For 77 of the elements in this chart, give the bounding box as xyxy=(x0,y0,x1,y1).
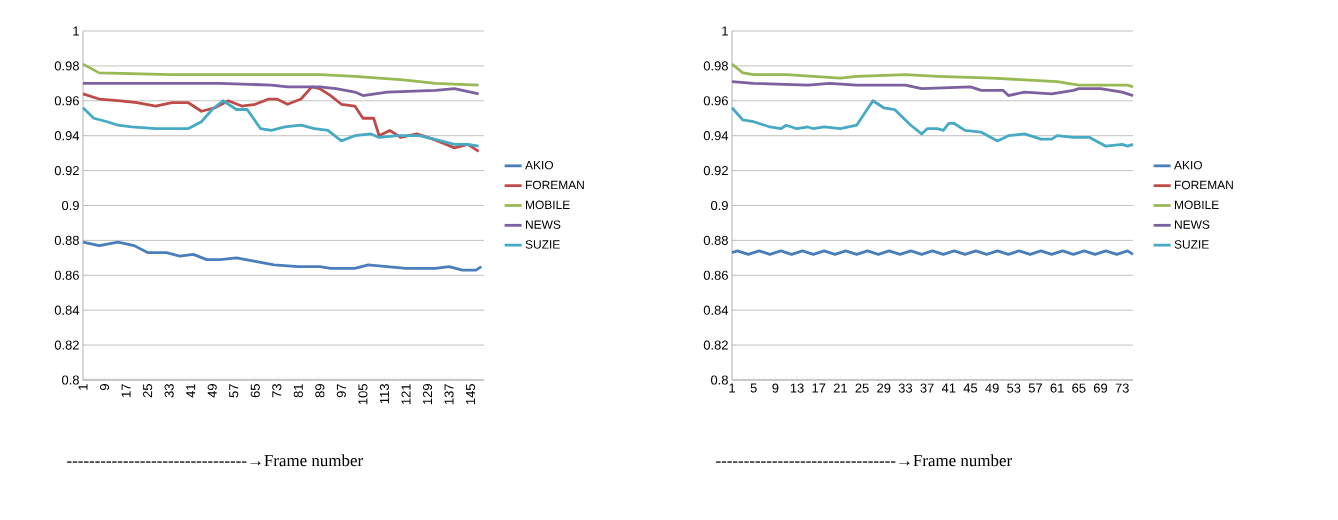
x-tick-label: 33 xyxy=(898,383,913,393)
text: --------------------------------→Frame number xyxy=(67,454,363,467)
line-series xyxy=(81,99,481,148)
x-tick-label: 49 xyxy=(207,384,217,398)
x-tick-label: 73 xyxy=(1115,383,1129,393)
y-tick-label: 0.92 xyxy=(54,166,79,176)
y-tick-label: 0.9 xyxy=(61,200,79,211)
y-tick-label: 0.94 xyxy=(54,131,80,141)
x-tick-label: 97 xyxy=(336,384,346,398)
legend-label: AKIO xyxy=(1174,160,1203,170)
x-tick-label: 121 xyxy=(401,384,411,405)
x-tick-label: 113 xyxy=(379,384,390,404)
y-tick-label: 0.96 xyxy=(54,96,79,106)
legend-label: SUZIE xyxy=(525,240,560,249)
x-tick-label: 25 xyxy=(855,383,869,393)
x-tick-label: 17 xyxy=(121,384,131,397)
line-series xyxy=(730,80,1135,97)
x-tick-label: 25 xyxy=(143,384,153,398)
x-tick-label: 1 xyxy=(78,384,88,390)
line-series xyxy=(81,62,481,87)
x-tick-label: 21 xyxy=(833,383,847,393)
x-tick-label: 5 xyxy=(750,383,757,393)
y-tick-label: 0.84 xyxy=(703,305,729,315)
legend-label: AKIO xyxy=(525,160,554,170)
x-tick-label: 145 xyxy=(466,384,476,405)
line-series xyxy=(81,240,483,272)
x-tick-label: 65 xyxy=(1072,383,1086,393)
y-tick-label: 0.98 xyxy=(54,61,79,71)
y-tick-label: 0.86 xyxy=(703,270,728,280)
x-tick-label: 57 xyxy=(229,384,239,398)
x-tick-label: 37 xyxy=(920,383,934,393)
x-tick-label: 41 xyxy=(186,384,196,398)
x-tick-label: 9 xyxy=(772,383,779,393)
y-tick-label: 1 xyxy=(73,26,79,36)
y-tick-label: 1 xyxy=(722,26,728,36)
legend-label: MOBILE xyxy=(1175,200,1219,210)
legend-label: MOBILE xyxy=(526,200,570,210)
x-tick-label: 49 xyxy=(985,383,999,393)
legend-label: NEWS xyxy=(526,220,561,229)
legend-label: NEWS xyxy=(1175,220,1210,229)
y-tick-label: 0.82 xyxy=(54,340,79,350)
legend-label: FOREMAN xyxy=(1175,180,1233,190)
y-tick-label: 0.96 xyxy=(703,96,728,106)
y-tick-label: 0.98 xyxy=(703,61,728,71)
x-tick-label: 13 xyxy=(790,383,804,393)
x-tick-label: 137 xyxy=(444,384,454,405)
y-tick-label: 0.84 xyxy=(54,305,80,315)
y-tick-label: 0.88 xyxy=(703,235,728,245)
x-tick-label: 81 xyxy=(293,384,303,398)
legend-label: SUZIE xyxy=(1174,240,1209,249)
y-tick-label: 0.88 xyxy=(54,235,79,245)
y-tick-label: 0.8 xyxy=(710,375,728,385)
y-tick-label: 0.86 xyxy=(54,270,79,280)
y-tick-label: 0.92 xyxy=(703,166,728,176)
line-series xyxy=(730,99,1135,148)
y-tick-label: 0.82 xyxy=(703,340,728,350)
x-tick-label: 17 xyxy=(812,383,826,393)
x-tick-label: 73 xyxy=(272,384,282,398)
line-series xyxy=(81,81,481,97)
x-tick-label: 69 xyxy=(1093,383,1108,393)
x-tick-label: 65 xyxy=(250,384,260,398)
x-tick-label: 45 xyxy=(963,383,978,393)
y-tick-label: 0.8 xyxy=(61,375,79,385)
x-tick-label: 61 xyxy=(1050,383,1064,393)
x-tick-label: 57 xyxy=(1028,383,1043,393)
x-tick-label: 41 xyxy=(941,383,956,393)
x-tick-label: 9 xyxy=(99,384,110,391)
x-tick-label: 105 xyxy=(358,384,368,405)
x-tick-label: 89 xyxy=(315,384,325,398)
y-tick-label: 0.94 xyxy=(703,131,729,141)
x-tick-label: 129 xyxy=(422,384,433,405)
legend-label: FOREMAN xyxy=(526,180,584,190)
x-tick-label: 33 xyxy=(164,384,174,398)
text: --------------------------------→Frame number xyxy=(716,454,1012,467)
x-tick-label: 53 xyxy=(1007,383,1021,393)
x-tick-label: 29 xyxy=(877,383,891,393)
y-tick-label: 0.9 xyxy=(710,200,728,211)
